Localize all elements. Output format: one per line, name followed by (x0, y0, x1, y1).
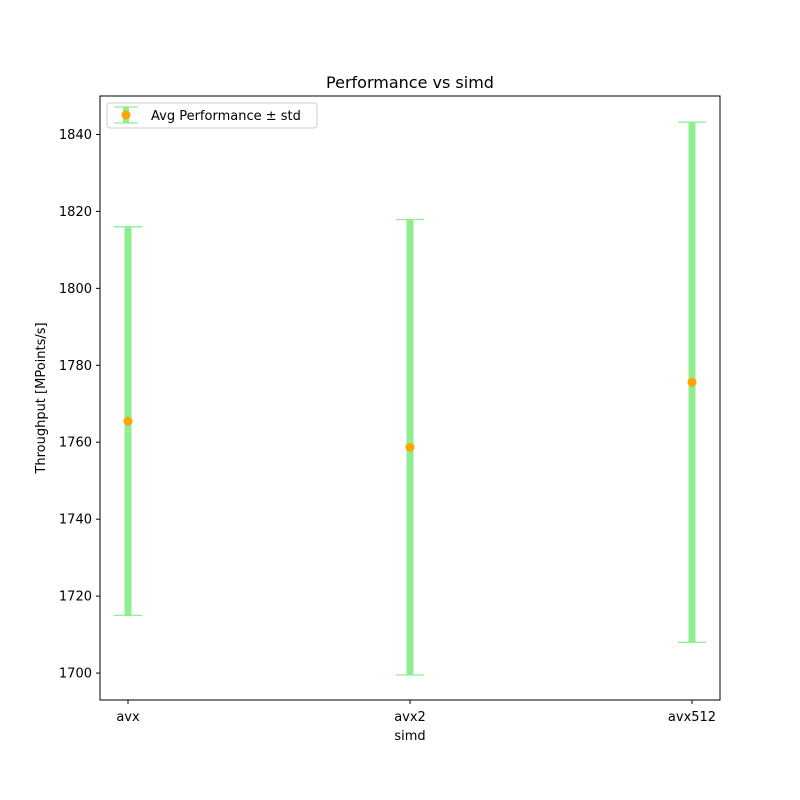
legend-marker-swatch (121, 110, 131, 120)
data-point-avx2 (405, 442, 415, 452)
points-layer (123, 377, 697, 452)
legend: Avg Performance ± std (106, 102, 318, 129)
y-tick-label-1700: 1700 (59, 667, 92, 682)
x-axis-ticks: avx avx2 avx512 (116, 700, 716, 725)
data-point-avx512 (687, 377, 697, 387)
y-axis-label: Throughput [MPoints/s] (34, 322, 49, 474)
y-tick-label-1780: 1780 (59, 359, 92, 374)
y-axis-ticks: 1700 1720 1740 1760 1780 1800 1820 1840 (59, 128, 100, 682)
y-tick-label-1840: 1840 (59, 128, 92, 143)
y-tick-label-1740: 1740 (59, 513, 92, 528)
legend-label: Avg Performance ± std (151, 109, 301, 124)
x-axis-label: simd (394, 729, 425, 744)
legend-frame (106, 102, 318, 129)
x-tick-label-avx: avx (116, 710, 140, 725)
x-tick-label-avx512: avx512 (668, 710, 716, 725)
y-tick-label-1800: 1800 (59, 282, 92, 297)
chart-title: Performance vs simd (326, 73, 494, 92)
plot-frame (99, 95, 721, 701)
x-tick-label-avx2: avx2 (394, 710, 426, 725)
y-tick-label-1820: 1820 (59, 205, 92, 220)
data-point-avx (123, 416, 133, 426)
y-tick-label-1720: 1720 (59, 590, 92, 605)
y-tick-label-1760: 1760 (59, 436, 92, 451)
